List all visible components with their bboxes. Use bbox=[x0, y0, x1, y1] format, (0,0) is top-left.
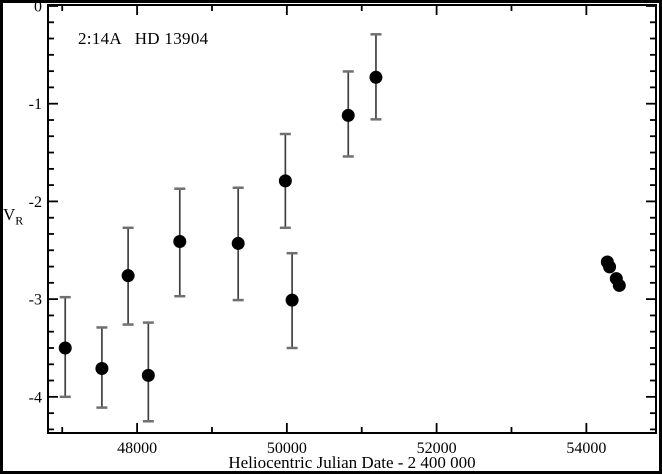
y-tick-label: 0 bbox=[34, 0, 42, 15]
data-point bbox=[231, 236, 245, 250]
x-tick-label: 50000 bbox=[267, 440, 307, 457]
x-axis-label: Heliocentric Julian Date - 2 400 000 bbox=[228, 453, 476, 472]
y-axis-label-main: V bbox=[3, 205, 16, 224]
y-tick-label: -4 bbox=[29, 389, 42, 406]
x-tick-label: 48000 bbox=[117, 440, 157, 457]
y-axis-label: VR bbox=[3, 205, 23, 228]
y-tick-label: -1 bbox=[29, 96, 42, 113]
data-point bbox=[278, 174, 292, 188]
data-point bbox=[173, 234, 187, 248]
data-point bbox=[121, 269, 135, 283]
plot-frame bbox=[47, 4, 657, 434]
data-point bbox=[369, 70, 383, 84]
data-point bbox=[603, 260, 617, 274]
y-tick-label: -2 bbox=[29, 194, 42, 211]
y-axis-label-subscript: R bbox=[15, 213, 24, 228]
x-tick-label: 54000 bbox=[566, 440, 606, 457]
data-point bbox=[95, 362, 109, 376]
data-point bbox=[285, 293, 299, 307]
data-point bbox=[612, 278, 626, 292]
data-point bbox=[141, 368, 155, 382]
chart-title: 2:14A HD 13904 bbox=[78, 29, 209, 48]
x-tick-label: 52000 bbox=[417, 440, 457, 457]
data-point bbox=[58, 341, 72, 355]
data-point bbox=[341, 108, 355, 122]
y-tick-label: -3 bbox=[29, 292, 42, 309]
